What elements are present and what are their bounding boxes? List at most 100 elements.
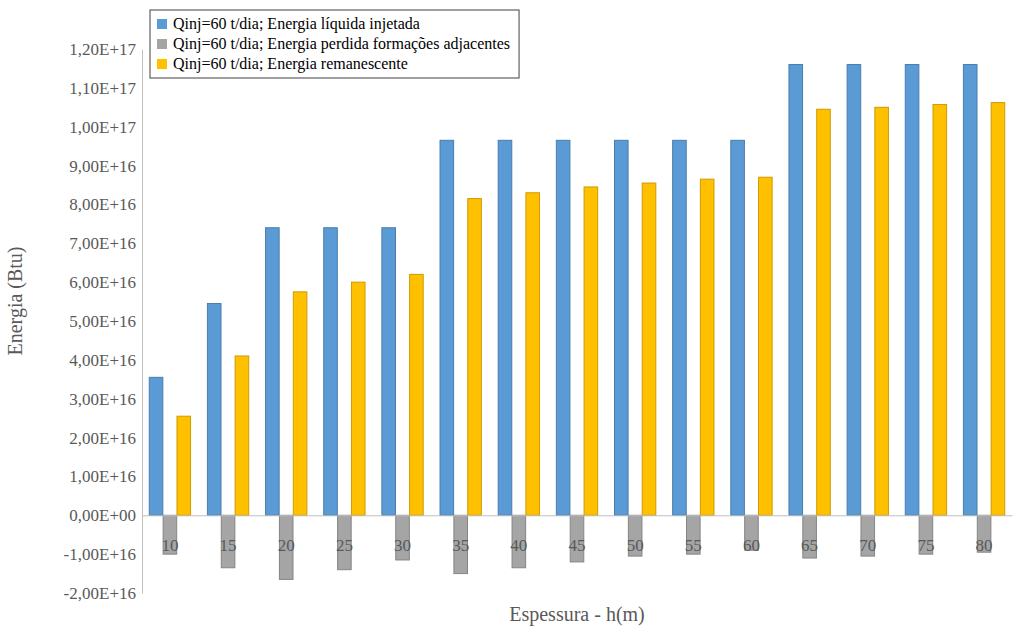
x-tick: 35 (452, 515, 469, 555)
x-tick: 75 (917, 515, 934, 555)
bar (847, 65, 861, 516)
bar (673, 140, 687, 515)
x-tick: 10 (161, 515, 178, 555)
y-tick-label: 8,00E+16 (69, 195, 136, 214)
y-tick-label: 3,00E+16 (69, 390, 136, 409)
bar (149, 377, 163, 515)
y-tick: 4,00E+16 (69, 351, 142, 370)
bar (177, 416, 191, 515)
x-tick: 30 (394, 515, 411, 555)
x-axis: 10 15 20 25 30 35 40 45 50 55 60 65 70 75 80 (143, 515, 1013, 555)
y-tick: 2,00E+16 (69, 429, 142, 448)
x-tick: 15 (220, 515, 237, 555)
bar (382, 228, 396, 516)
bar (526, 193, 540, 516)
x-tick-label: 30 (394, 536, 411, 555)
bar (266, 228, 280, 516)
y-tick: 1,10E+17 (69, 79, 142, 98)
y-tick: -1,00E+16 (64, 545, 142, 564)
x-tick: 65 (801, 515, 818, 555)
x-tick-label: 40 (510, 536, 527, 555)
bar-series (163, 515, 991, 579)
y-tick: 1,20E+17 (69, 40, 142, 59)
x-axis-title: Espessura - h(m) (509, 603, 645, 626)
bar (293, 292, 307, 515)
bar (789, 65, 803, 516)
bar (759, 177, 773, 515)
bar (324, 228, 338, 516)
y-tick-label: -1,00E+16 (64, 545, 136, 564)
y-tick-label: 1,10E+17 (69, 79, 136, 98)
legend-label: Qinj=60 t/dia; Energia perdida formações… (173, 35, 510, 53)
x-tick-label: 65 (801, 536, 818, 555)
x-tick-label: 70 (859, 536, 876, 555)
bar (207, 304, 221, 516)
legend-swatch (157, 59, 167, 69)
x-tick: 60 (743, 515, 760, 555)
y-tick-label: 4,00E+16 (69, 351, 136, 370)
y-tick: 6,00E+16 (69, 273, 142, 292)
y-tick-label: 5,00E+16 (69, 312, 136, 331)
y-tick: 5,00E+16 (69, 312, 142, 331)
legend: Qinj=60 t/dia; Energia líquida injetada Q… (150, 10, 519, 78)
legend-label: Qinj=60 t/dia; Energia remanescente (173, 55, 408, 73)
bar (905, 65, 919, 516)
bar (468, 199, 482, 516)
bar (731, 140, 745, 515)
y-tick-label: 2,00E+16 (69, 429, 136, 448)
x-tick: 45 (569, 515, 586, 555)
y-tick: 8,00E+16 (69, 195, 142, 214)
bar-series (177, 103, 1005, 516)
bar-series (149, 65, 977, 516)
y-tick-label: 7,00E+16 (69, 234, 136, 253)
bar (817, 109, 831, 515)
legend-swatch (157, 39, 167, 49)
bar (556, 140, 570, 515)
x-tick-label: 80 (976, 536, 993, 555)
bar (235, 356, 249, 515)
y-tick: 7,00E+16 (69, 234, 142, 253)
y-tick: -2,00E+16 (64, 584, 142, 603)
bar (700, 179, 714, 515)
x-tick-label: 25 (336, 536, 353, 555)
x-axis-line (143, 515, 1013, 516)
x-tick-label: 75 (917, 536, 934, 555)
y-tick-label: 1,00E+17 (69, 118, 136, 137)
chart: -2,00E+16 -1,00E+16 0,00E+00 1,00E+16 2,00E+… (0, 0, 1024, 632)
x-tick-label: 15 (220, 536, 237, 555)
y-axis: -2,00E+16 -1,00E+16 0,00E+00 1,00E+16 2,00E+… (64, 40, 143, 603)
y-tick-label: 6,00E+16 (69, 273, 136, 292)
y-tick: 1,00E+16 (69, 467, 142, 486)
y-axis-line (142, 50, 143, 594)
x-tick: 20 (278, 515, 295, 555)
y-tick: 9,00E+16 (69, 157, 142, 176)
bar (498, 140, 512, 515)
bar (642, 183, 656, 515)
bar (440, 140, 454, 515)
legend-swatch (157, 19, 167, 29)
x-tick: 80 (976, 515, 993, 555)
x-tick: 50 (627, 515, 644, 555)
y-tick-label: -2,00E+16 (64, 584, 136, 603)
bar (933, 105, 947, 516)
bar (963, 65, 977, 516)
x-tick: 25 (336, 515, 353, 555)
bars (149, 65, 1004, 580)
x-tick: 40 (510, 515, 527, 555)
x-tick-label: 60 (743, 536, 760, 555)
y-tick: 1,00E+17 (69, 118, 142, 137)
bar (991, 103, 1005, 516)
legend-label: Qinj=60 t/dia; Energia líquida injetada (173, 15, 420, 33)
y-tick-label: 9,00E+16 (69, 157, 136, 176)
legend-frame (150, 10, 519, 78)
x-tick-label: 50 (627, 536, 644, 555)
x-tick-label: 45 (569, 536, 586, 555)
bar (875, 107, 889, 515)
x-tick: 55 (685, 515, 702, 555)
y-axis-title: Energia (Btu) (4, 246, 27, 355)
y-tick-label: 1,00E+16 (69, 467, 136, 486)
y-tick: 0,00E+00 (69, 506, 142, 525)
bar (584, 187, 598, 515)
y-tick-label: 0,00E+00 (69, 506, 136, 525)
y-tick-label: 1,20E+17 (69, 40, 136, 59)
